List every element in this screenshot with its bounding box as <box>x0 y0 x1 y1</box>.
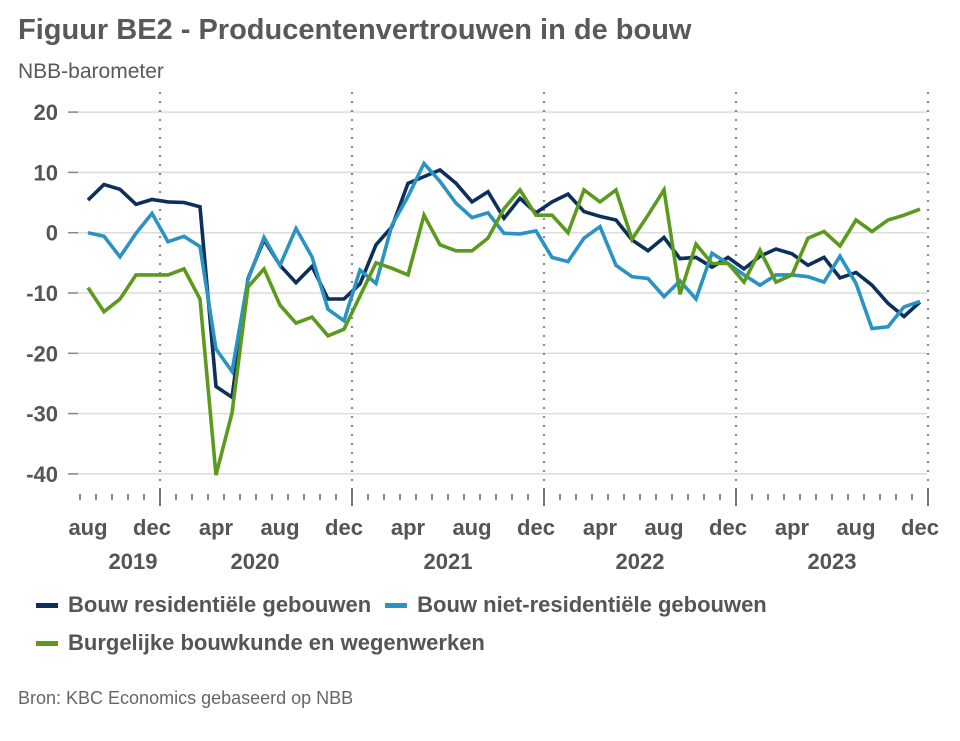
y-tick-label: -10 <box>26 281 58 306</box>
source-note: Bron: KBC Economics gebaseerd op NBB <box>18 688 354 708</box>
x-tick-label: apr <box>583 515 618 540</box>
x-tick-label: apr <box>391 515 426 540</box>
legend-item-residential: Bouw residentiële gebouwen <box>36 592 371 618</box>
y-tick-label: 10 <box>34 160 58 185</box>
y-tick-label: -20 <box>26 341 58 366</box>
chart-title: Figuur BE2 - Producentenvertrouwen in de… <box>18 14 692 46</box>
x-tick-label: dec <box>325 515 363 540</box>
x-tick-label: dec <box>901 515 939 540</box>
legend-swatch <box>36 602 58 608</box>
legend-swatch <box>385 602 408 608</box>
year-label: 2021 <box>424 549 473 574</box>
legend-item-non-residential: Bouw niet-residentiële gebouwen <box>385 592 767 618</box>
year-label: 2020 <box>231 549 280 574</box>
legend-label: Bouw residentiële gebouwen <box>68 592 372 617</box>
x-tick-label: apr <box>199 515 234 540</box>
legend: Bouw residentiële gebouwen Bouw niet-res… <box>36 592 781 618</box>
x-tick-label: aug <box>644 515 683 540</box>
y-tick-label: -40 <box>26 462 58 487</box>
x-tick-label: apr <box>775 515 810 540</box>
y-tick-label: 0 <box>46 221 58 246</box>
x-tick-label: aug <box>68 515 107 540</box>
x-tick-label: aug <box>260 515 299 540</box>
year-label: 2023 <box>808 549 857 574</box>
y-tick-label: -30 <box>26 402 58 427</box>
legend-row-2: Burgelijke bouwkunde en wegenwerken <box>36 630 499 656</box>
legend-item-civil-engineering: Burgelijke bouwkunde en wegenwerken <box>36 630 485 656</box>
year-label: 2022 <box>616 549 665 574</box>
x-tick-label: dec <box>517 515 555 540</box>
y-tick-label: 20 <box>34 100 58 125</box>
year-label: 2019 <box>109 549 158 574</box>
legend-swatch <box>36 640 58 646</box>
legend-label: Bouw niet-residentiële gebouwen <box>417 592 767 617</box>
x-tick-label: aug <box>452 515 491 540</box>
x-tick-label: dec <box>133 515 171 540</box>
legend-label: Burgelijke bouwkunde en wegenwerken <box>68 630 485 655</box>
chart-subtitle: NBB-barometer <box>18 60 164 83</box>
x-tick-label: aug <box>836 515 875 540</box>
x-tick-label: dec <box>709 515 747 540</box>
series-line-0 <box>86 167 922 401</box>
